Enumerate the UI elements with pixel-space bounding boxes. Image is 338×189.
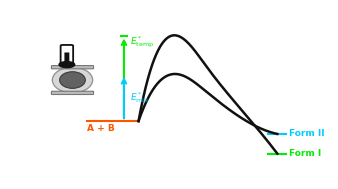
Text: $E^*_\mathrm{mill}$: $E^*_\mathrm{mill}$ bbox=[129, 90, 148, 105]
Text: Form I: Form I bbox=[289, 149, 321, 158]
Circle shape bbox=[59, 62, 75, 68]
Text: $E^*_\mathrm{temp}$: $E^*_\mathrm{temp}$ bbox=[129, 34, 153, 50]
FancyBboxPatch shape bbox=[51, 66, 94, 69]
FancyBboxPatch shape bbox=[61, 45, 73, 65]
Ellipse shape bbox=[59, 72, 86, 88]
FancyBboxPatch shape bbox=[65, 53, 69, 65]
FancyBboxPatch shape bbox=[51, 91, 94, 94]
Ellipse shape bbox=[52, 67, 93, 93]
Text: A + B: A + B bbox=[87, 124, 115, 133]
Text: Form II: Form II bbox=[289, 129, 324, 139]
